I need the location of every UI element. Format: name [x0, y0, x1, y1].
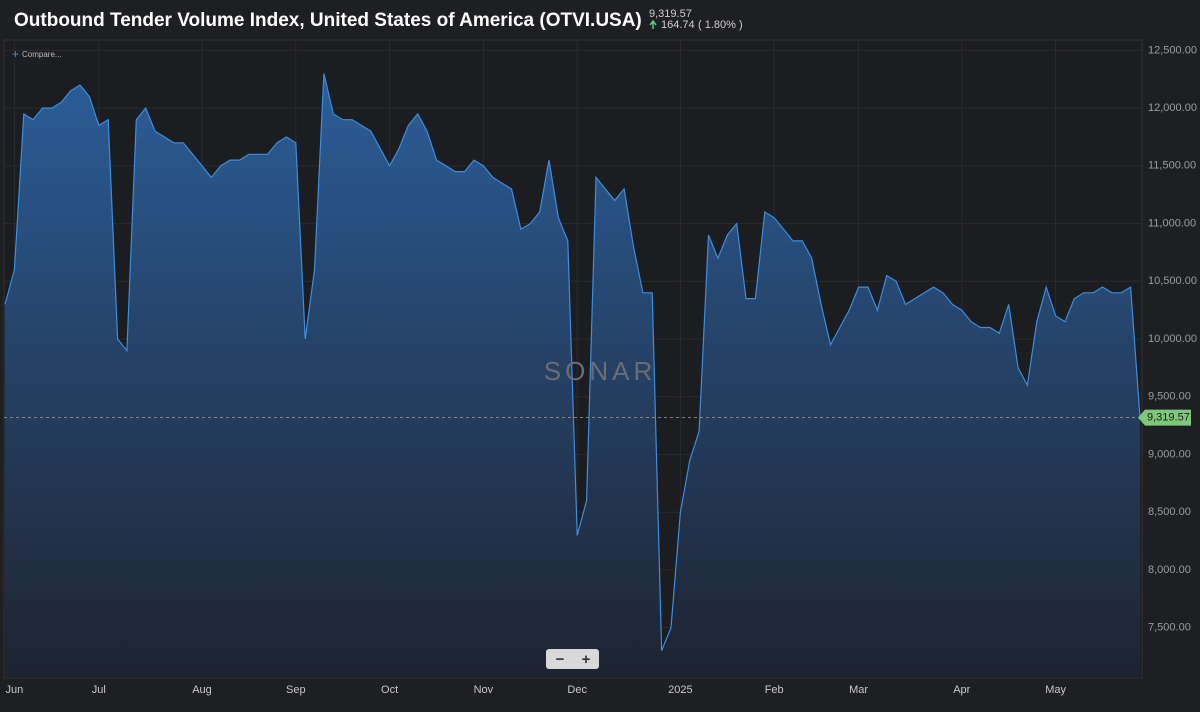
- zoom-controls: [546, 649, 599, 669]
- change-pct: ( 1.80% ): [698, 19, 743, 31]
- last-value-tag: [1138, 409, 1191, 426]
- x-tick-label: Feb: [765, 684, 784, 696]
- x-tick-label: Jul: [92, 684, 106, 696]
- watermark: SONAR: [544, 356, 656, 386]
- compare-icon: +: [12, 47, 19, 61]
- y-tick-label: 12,000.00: [1148, 102, 1197, 114]
- x-tick-label: Nov: [474, 684, 494, 696]
- marks: [4, 73, 1142, 678]
- x-tick-label: Oct: [381, 684, 398, 696]
- last-value-label: 9,319.57: [1147, 411, 1190, 423]
- y-tick-label: 8,500.00: [1148, 506, 1191, 518]
- x-tick-label: Mar: [849, 684, 868, 696]
- y-tick-label: 11,500.00: [1148, 160, 1196, 172]
- x-tick-label: Apr: [953, 684, 970, 696]
- y-tick-label: 11,000.00: [1148, 217, 1196, 229]
- y-tick-label: 12,500.00: [1148, 44, 1197, 56]
- x-tick-label: Dec: [567, 684, 587, 696]
- y-tick-label: 9,000.00: [1148, 448, 1191, 460]
- x-tick-label: May: [1045, 684, 1066, 696]
- zoom-out[interactable]: −: [556, 651, 565, 668]
- y-tick-label: 9,500.00: [1148, 391, 1191, 403]
- zoom-in[interactable]: +: [582, 651, 591, 668]
- up-arrow: [649, 19, 657, 29]
- current-value: 9,319.57: [649, 8, 692, 20]
- x-tick-label: Sep: [286, 684, 306, 696]
- chart-title: Outbound Tender Volume Index, United Sta…: [14, 10, 642, 31]
- y-tick-label: 10,500.00: [1148, 275, 1197, 287]
- x-tick-label: Aug: [192, 684, 212, 696]
- x-tick-label: 2025: [668, 684, 692, 696]
- compare-button[interactable]: Compare...: [22, 50, 62, 59]
- area-fill: [5, 73, 1140, 678]
- y-tick-label: 7,500.00: [1148, 622, 1191, 634]
- line: [4, 73, 1141, 651]
- change: 164.74: [661, 19, 695, 31]
- y-tick-label: 8,000.00: [1148, 564, 1191, 576]
- x-tick-label: Jun: [6, 684, 24, 696]
- y-tick-label: 10,000.00: [1148, 333, 1197, 345]
